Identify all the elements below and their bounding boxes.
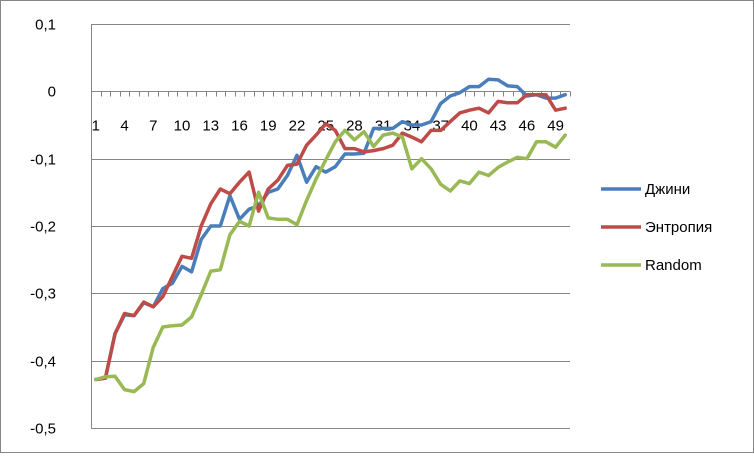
y-tick-label: -0,3 — [30, 286, 56, 303]
y-tick-label: -0,2 — [30, 219, 56, 236]
gridlines — [91, 24, 570, 429]
legend-label: Random — [645, 257, 702, 274]
series-line — [94, 77, 567, 382]
y-tick-label: 0,1 — [35, 17, 56, 34]
x-tick-label: 22 — [289, 118, 306, 135]
x-tick-label: 40 — [461, 118, 478, 135]
x-tick-label: 4 — [120, 118, 128, 135]
x-tick-label: 13 — [202, 118, 219, 135]
x-tick-label: 46 — [519, 118, 536, 135]
legend-label: Энтропия — [645, 219, 712, 236]
y-tick-label: -0,1 — [30, 152, 56, 169]
x-tick-label: 43 — [490, 118, 507, 135]
x-tick-label: 19 — [260, 118, 277, 135]
legend: Джини Энтропия Random — [601, 181, 712, 274]
series-lines — [94, 77, 567, 394]
y-tick-label: 0 — [48, 84, 56, 101]
y-tick-label: -0,5 — [30, 421, 56, 438]
series-line — [94, 92, 567, 382]
y-tick-label: -0,4 — [30, 354, 56, 371]
axes: 0,10-0,1-0,2-0,3-0,4-0,51 4 7 10 13 16 19 22 25 2… — [30, 17, 571, 438]
x-tick-label: 49 — [547, 118, 564, 135]
x-tick-label: 10 — [174, 118, 191, 135]
x-tick-label: 31 — [375, 118, 392, 135]
x-tick-label: 16 — [231, 118, 248, 135]
x-tick-label: 7 — [149, 118, 157, 135]
legend-label: Джини — [645, 181, 690, 198]
series-line — [94, 128, 567, 394]
x-tick-label: 1 — [92, 118, 100, 135]
x-tick-label: 28 — [346, 118, 363, 135]
